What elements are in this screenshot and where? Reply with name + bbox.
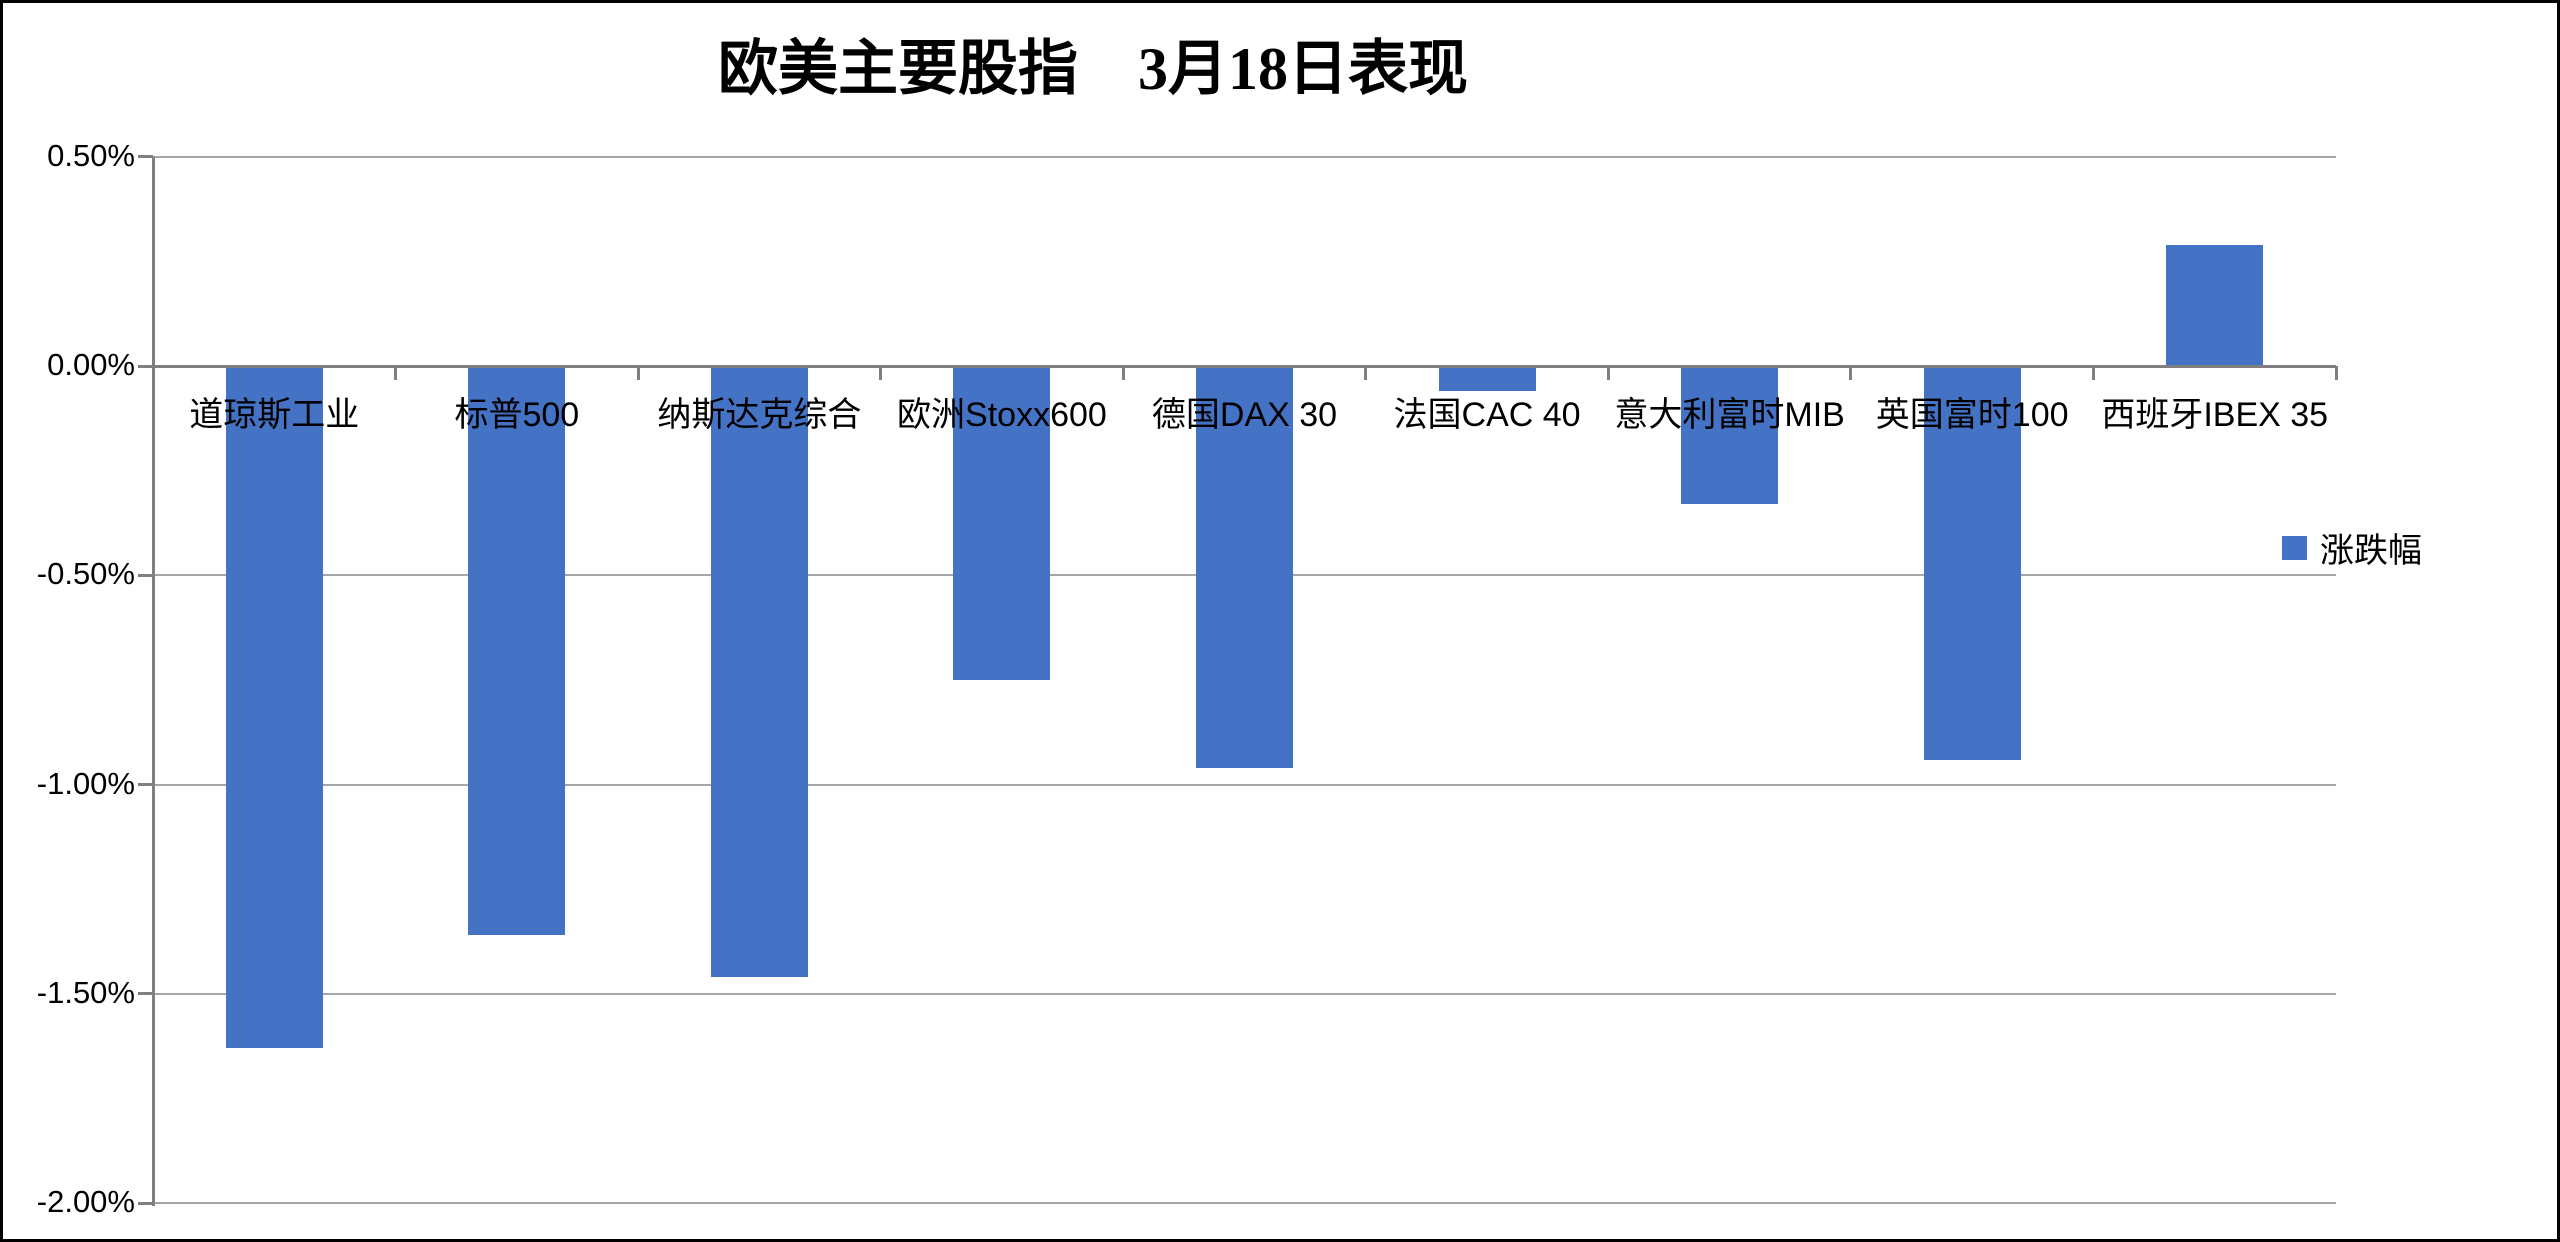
- category-label: 标普500: [454, 396, 580, 434]
- bar-纳斯达克综合: [710, 367, 808, 978]
- gridline: [153, 1202, 2336, 1205]
- x-axis-tick: [2334, 366, 2338, 380]
- x-axis-tick: [879, 366, 883, 380]
- legend-series-label: 涨跌幅: [2320, 532, 2422, 570]
- x-axis-tick: [636, 366, 640, 380]
- bar-标普500: [468, 367, 566, 936]
- category-label: 意大利富时MIB: [1614, 396, 1845, 434]
- x-axis-tick: [1849, 366, 1853, 380]
- y-axis-tick: [138, 573, 153, 577]
- category-label: 德国DAX 30: [1151, 396, 1338, 434]
- bar-西班牙IBEX 35: [2166, 244, 2264, 366]
- gridline: [153, 783, 2336, 786]
- category-label: 欧洲Stoxx600: [897, 396, 1107, 434]
- plot-area: 道琼斯工业 标普500 纳斯达克综合 欧洲Stoxx600 德国DAX 30 法国CAC …: [138, 155, 2338, 1206]
- chart-title: 欧美主要股指 3月18日表现: [718, 36, 1468, 102]
- y-axis-tick: [138, 783, 153, 787]
- bar-德国DAX 30: [1196, 367, 1293, 768]
- category-label: 西班牙IBEX 35: [2101, 396, 2329, 434]
- category-label: 法国CAC 40: [1393, 396, 1581, 434]
- bar-意大利富时MIB: [1681, 367, 1779, 505]
- gridline: [153, 992, 2336, 995]
- y-axis-tick-label: 0.50%: [47, 137, 135, 173]
- bar-法国CAC 40: [1438, 367, 1536, 392]
- y-axis-tick-label: -0.50%: [36, 556, 135, 592]
- x-axis-tick: [1606, 366, 1610, 380]
- bar-欧洲Stoxx600: [953, 367, 1051, 680]
- y-axis-tick: [138, 155, 153, 159]
- x-axis-tick: [151, 366, 155, 380]
- x-axis-tick: [1121, 366, 1125, 380]
- y-axis-tick-label: -1.50%: [36, 974, 135, 1010]
- legend-swatch-icon: [2282, 535, 2307, 560]
- y-axis-tick-label: -2.00%: [36, 1184, 135, 1220]
- y-axis-tick: [138, 1201, 153, 1205]
- y-axis-tick: [138, 992, 153, 996]
- category-label: 纳斯达克综合: [657, 396, 862, 434]
- y-axis-tick-label: -1.00%: [36, 765, 135, 801]
- x-axis-zero-line: [153, 364, 2336, 368]
- x-axis-tick: [394, 366, 398, 380]
- y-axis-labels: 0.50% 0.00% -0.50% -1.00% -1.50% -2.00%: [3, 3, 135, 1239]
- legend: 涨跌幅: [2282, 523, 2422, 572]
- category-label: 英国富时100: [1875, 396, 2069, 434]
- category-label: 道琼斯工业: [189, 396, 360, 434]
- y-axis-line: [152, 157, 155, 1206]
- x-axis-tick: [1364, 366, 1368, 380]
- y-axis-tick: [138, 364, 153, 368]
- bar-道琼斯工业: [225, 367, 323, 1049]
- y-axis-tick-label: 0.00%: [47, 347, 135, 382]
- x-axis-tick: [2091, 366, 2095, 380]
- bar-英国富时100: [1923, 367, 2021, 760]
- gridline: [153, 155, 2336, 158]
